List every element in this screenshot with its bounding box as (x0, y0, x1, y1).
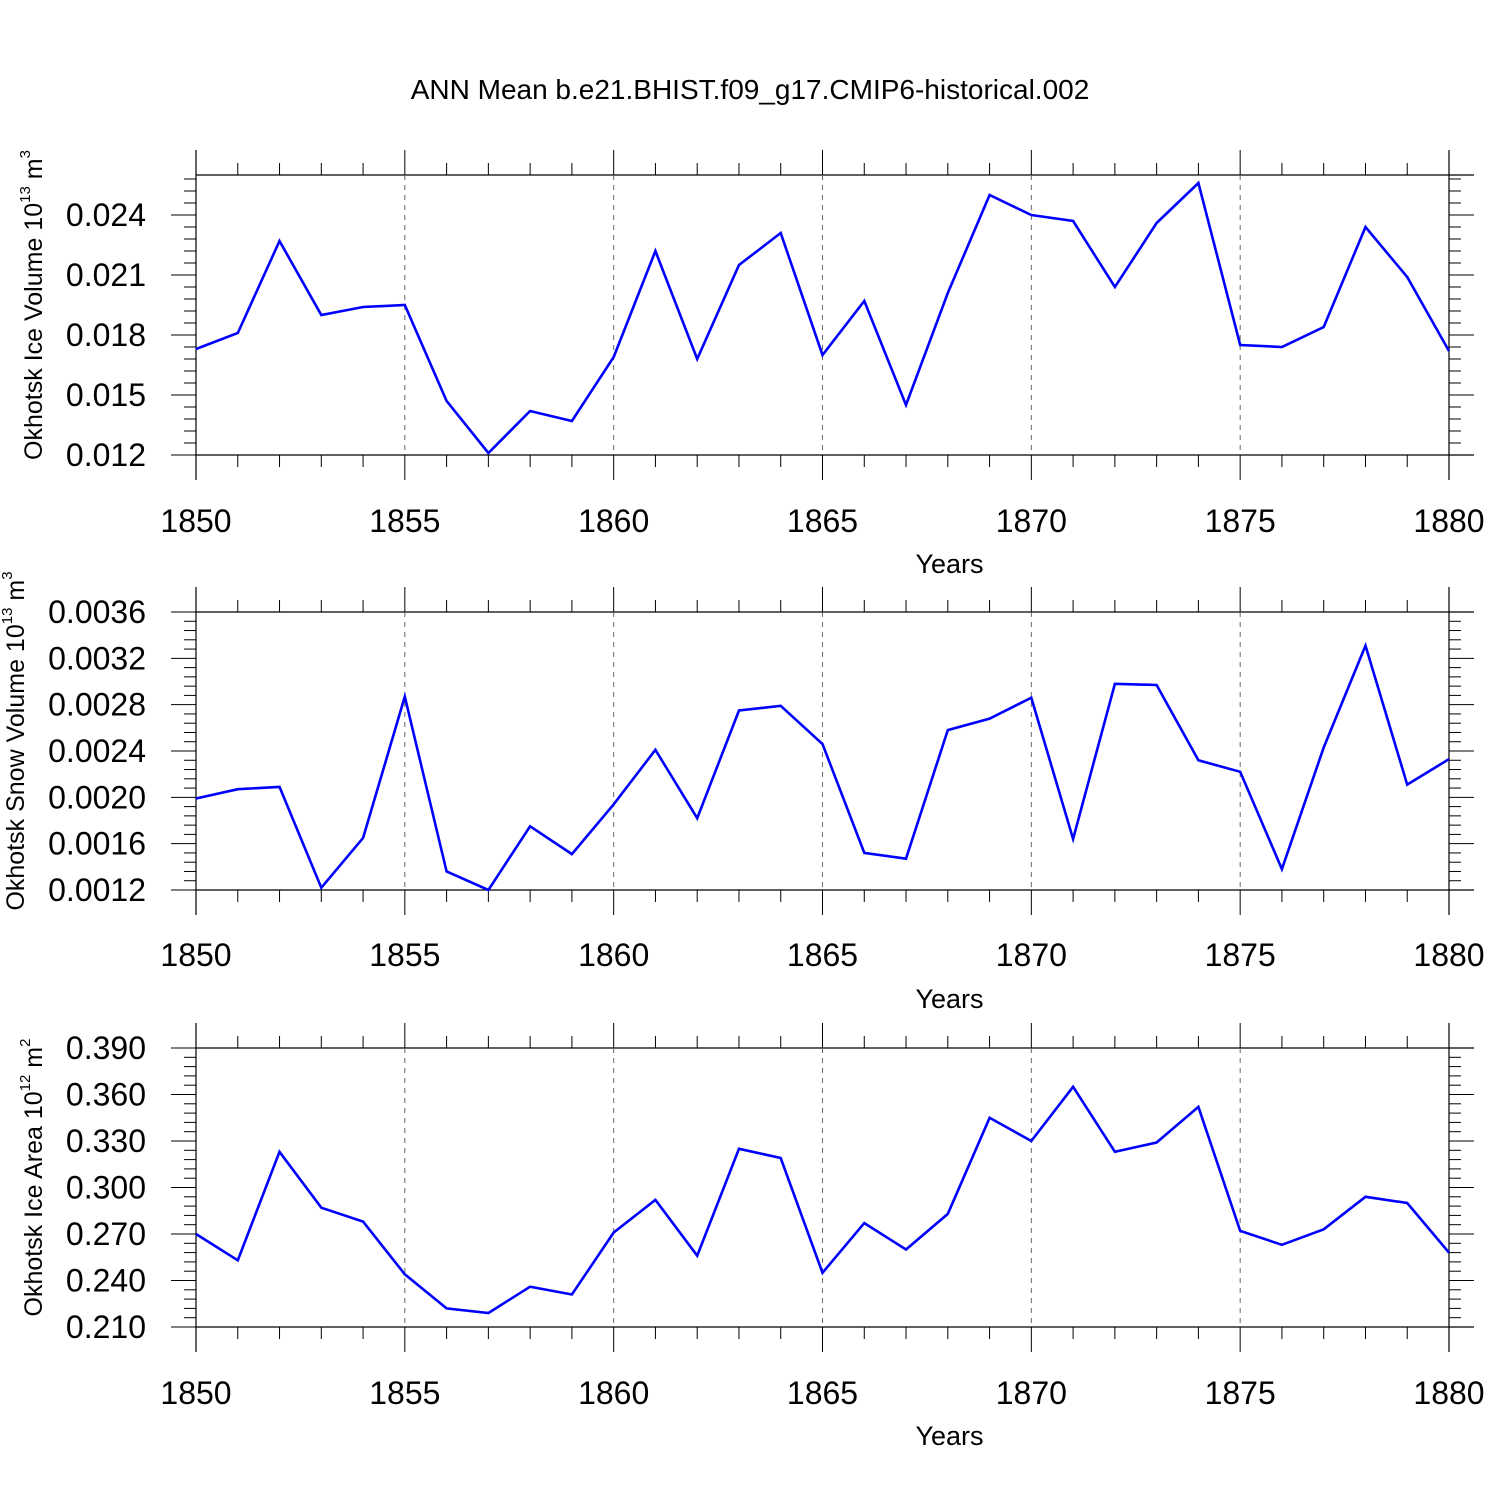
x-tick-label: 1875 (1205, 937, 1276, 973)
x-tick-label: 1855 (369, 503, 440, 539)
y-tick-label: 0.270 (66, 1216, 146, 1252)
x-tick-label: 1860 (578, 503, 649, 539)
y-axis-label-unit: m (2, 580, 30, 608)
y-axis-label-unit-exponent: 3 (0, 571, 16, 579)
y-axis-label-unit-exponent: 3 (17, 150, 34, 158)
x-tick-label: 1865 (787, 503, 858, 539)
x-tick-label: 1850 (160, 937, 231, 973)
x-tick-label: 1865 (787, 1375, 858, 1411)
y-tick-label: 0.0024 (48, 733, 146, 769)
x-tick-label: 1855 (369, 937, 440, 973)
panel-1: 1850 1855 1860 1865 1870 1875 1880 0.012 0.015 0.… (17, 150, 1485, 579)
y-tick-label: 0.024 (66, 197, 146, 233)
x-tick-label: 1865 (787, 937, 858, 973)
y-tick-label: 0.390 (66, 1030, 146, 1066)
y-axis-label-exponent: 12 (17, 1075, 34, 1092)
y-axis-label-unit: m (20, 158, 48, 186)
y-tick-label: 0.0020 (48, 779, 146, 815)
y-axis-label: Okhotsk Ice Area 1012 m2 (17, 1039, 48, 1317)
x-tick-label: 1850 (160, 503, 231, 539)
y-tick-label: 0.360 (66, 1077, 146, 1113)
x-tick-label: 1870 (996, 1375, 1067, 1411)
panel-2: 1850 1855 1860 1865 1870 1875 1880 0.0012 0.0016… (0, 571, 1485, 1014)
x-tick-label: 1870 (996, 503, 1067, 539)
x-tick-label: 1860 (578, 937, 649, 973)
y-tick-label: 0.0016 (48, 826, 146, 862)
x-tick-label: 1855 (369, 1375, 440, 1411)
y-axis-label-unit-exponent: 2 (17, 1039, 34, 1047)
y-axis-label-unit: m (20, 1047, 48, 1075)
y-axis-label-text: Okhotsk Ice Area 10 (20, 1091, 48, 1316)
panel-3: 1850 1855 1860 1865 1870 1875 1880 0.210 0.240 0.… (17, 1023, 1485, 1451)
x-tick-label: 1860 (578, 1375, 649, 1411)
figure-title: ANN Mean b.e21.BHIST.f09_g17.CMIP6-histo… (411, 74, 1090, 105)
y-tick-label: 0.0036 (48, 594, 146, 630)
x-tick-label: 1850 (160, 1375, 231, 1411)
y-tick-label: 0.300 (66, 1170, 146, 1206)
y-axis-label: Okhotsk Ice Volume 1013 m3 (17, 150, 48, 460)
x-tick-label: 1880 (1413, 937, 1484, 973)
y-tick-label: 0.0032 (48, 640, 146, 676)
y-tick-label: 0.240 (66, 1263, 146, 1299)
y-tick-label: 0.012 (66, 437, 146, 473)
x-tick-label: 1870 (996, 937, 1067, 973)
x-tick-label: 1875 (1205, 1375, 1276, 1411)
y-axis-label-exponent: 13 (17, 186, 34, 203)
y-axis-label-text: Okhotsk Snow Volume 10 (2, 624, 30, 910)
y-tick-label: 0.330 (66, 1123, 146, 1159)
y-tick-label: 0.015 (66, 377, 146, 413)
y-tick-label: 0.0028 (48, 687, 146, 723)
y-axis-label-exponent: 13 (0, 608, 16, 625)
x-axis-label: Years (915, 984, 983, 1014)
y-tick-label: 0.021 (66, 257, 146, 293)
y-tick-label: 0.210 (66, 1309, 146, 1345)
y-axis-label: Okhotsk Snow Volume 1013 m3 (0, 571, 30, 910)
x-tick-label: 1875 (1205, 503, 1276, 539)
y-tick-label: 0.018 (66, 317, 146, 353)
x-tick-label: 1880 (1413, 503, 1484, 539)
y-axis-label-text: Okhotsk Ice Volume 10 (20, 203, 48, 460)
x-tick-label: 1880 (1413, 1375, 1484, 1411)
x-axis-label: Years (915, 549, 983, 579)
x-axis-label: Years (915, 1421, 983, 1451)
y-tick-label: 0.0012 (48, 872, 146, 908)
